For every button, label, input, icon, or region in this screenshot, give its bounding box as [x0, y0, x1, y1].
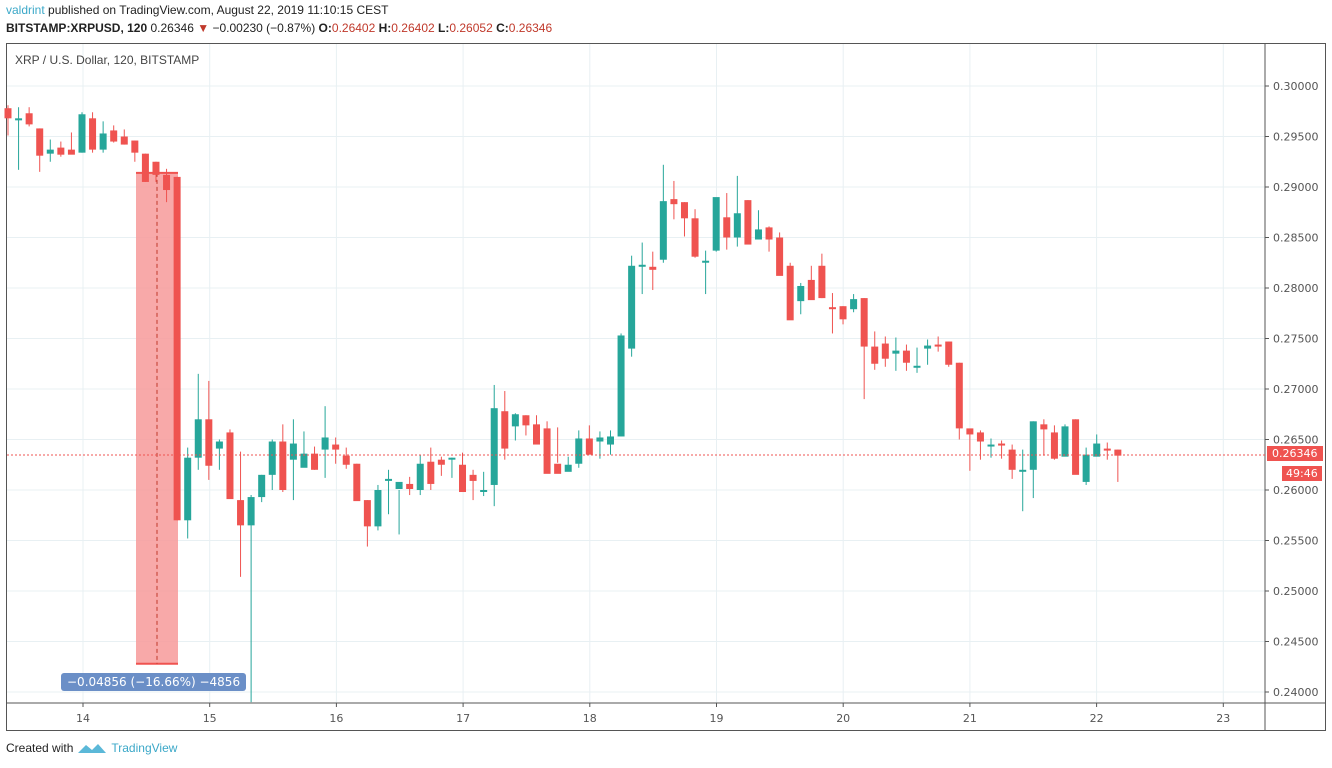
svg-text:0.25000: 0.25000 — [1273, 585, 1319, 598]
author-link[interactable]: valdrint — [6, 3, 45, 17]
svg-text:0.28000: 0.28000 — [1273, 282, 1319, 295]
svg-text:0.27500: 0.27500 — [1273, 333, 1319, 346]
created-with-text: Created with — [6, 741, 74, 755]
svg-text:0.26000: 0.26000 — [1273, 484, 1319, 497]
svg-text:0.30000: 0.30000 — [1273, 80, 1319, 93]
svg-text:0.24500: 0.24500 — [1273, 636, 1319, 649]
svg-text:16: 16 — [329, 712, 343, 725]
svg-text:17: 17 — [456, 712, 470, 725]
ohlc-header: BITSTAMP:XRPUSD, 120 0.26346 ▼ −0.00230 … — [6, 21, 552, 35]
svg-text:23: 23 — [1216, 712, 1230, 725]
svg-text:0.25500: 0.25500 — [1273, 535, 1319, 548]
svg-text:0.27000: 0.27000 — [1273, 383, 1319, 396]
chart-frame — [6, 43, 1326, 731]
svg-text:15: 15 — [203, 712, 217, 725]
open-value: 0.26402 — [331, 21, 376, 35]
bar-countdown: 49:46 — [1282, 466, 1322, 481]
tradingview-logo-icon — [78, 744, 107, 753]
svg-text:14: 14 — [76, 712, 90, 725]
svg-text:20: 20 — [836, 712, 850, 725]
tradingview-link[interactable]: TradingView — [111, 741, 178, 755]
low-value: 0.26052 — [449, 21, 493, 35]
svg-text:0.29500: 0.29500 — [1273, 131, 1319, 144]
chart-legend-title: XRP / U.S. Dollar, 120, BITSTAMP — [15, 53, 200, 67]
publish-info: valdrint published on TradingView.com, A… — [6, 3, 388, 17]
svg-text:18: 18 — [583, 712, 597, 725]
last-price: 0.26346 — [150, 21, 194, 35]
svg-text:22: 22 — [1090, 712, 1104, 725]
high-label: H: — [378, 21, 392, 35]
symbol-label: BITSTAMP:XRPUSD, 120 — [6, 21, 148, 35]
footer: Created with TradingView — [6, 741, 177, 755]
low-label: L: — [438, 21, 450, 35]
svg-text:19: 19 — [710, 712, 724, 725]
current-price-tag: 0.26346 — [1267, 446, 1323, 461]
svg-text:0.28500: 0.28500 — [1273, 232, 1319, 245]
price-change: −0.00230 (−0.87%) — [212, 21, 316, 35]
open-label: O: — [318, 21, 332, 35]
close-value: 0.26346 — [508, 21, 553, 35]
high-value: 0.26402 — [391, 21, 435, 35]
svg-text:0.29000: 0.29000 — [1273, 181, 1319, 194]
measure-label: −0.04856 (−16.66%) −4856 — [61, 673, 247, 691]
publish-text: published on TradingView.com, August 22,… — [44, 3, 389, 17]
down-arrow-icon: ▼ — [197, 21, 210, 35]
svg-text:0.26500: 0.26500 — [1273, 434, 1319, 447]
close-label: C: — [496, 21, 509, 35]
svg-text:0.24000: 0.24000 — [1273, 686, 1319, 699]
svg-text:21: 21 — [963, 712, 977, 725]
